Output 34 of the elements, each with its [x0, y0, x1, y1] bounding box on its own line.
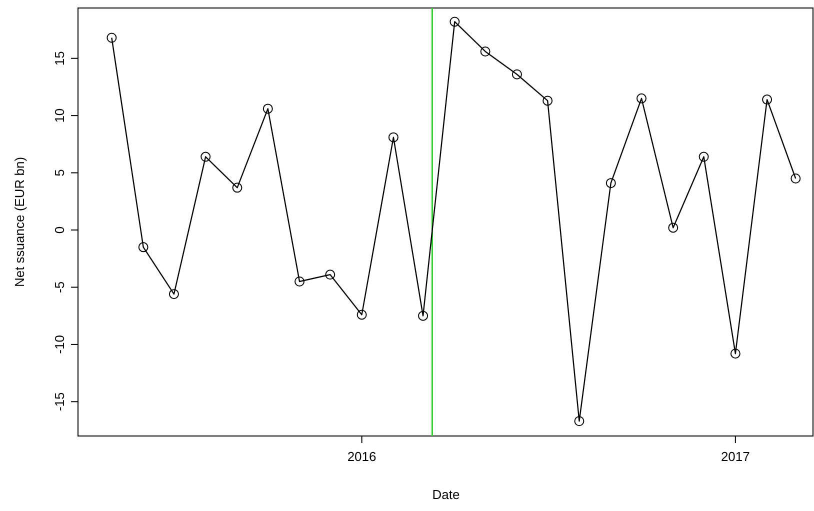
point: [790, 174, 801, 184]
point: [294, 276, 305, 287]
point: [668, 222, 678, 233]
point: [512, 69, 522, 80]
y-tick-label: 10: [52, 108, 67, 123]
point: [730, 348, 740, 359]
point: [356, 310, 367, 320]
point: [106, 32, 117, 43]
point: [232, 182, 242, 193]
y-tick-label: 0: [52, 226, 67, 234]
y-tick-label: 5: [52, 169, 67, 176]
point: [450, 16, 460, 27]
point: [200, 152, 211, 162]
y-tick-label: 15: [52, 51, 67, 66]
y-axis-title: Net ssuance (EUR bn): [12, 156, 27, 288]
point: [325, 270, 336, 280]
point: [542, 96, 553, 106]
point: [698, 152, 709, 162]
x-tick-label: 2016: [347, 449, 376, 464]
x-tick-label: 2017: [720, 449, 750, 464]
point: [574, 416, 584, 426]
y-tick-label: -15: [52, 392, 67, 412]
y-tick-label: -10: [52, 335, 67, 354]
point: [388, 132, 398, 142]
point: [762, 94, 772, 105]
point: [636, 93, 646, 104]
point: [480, 46, 490, 56]
y-tick-label: -5: [52, 281, 67, 294]
point: [262, 104, 273, 114]
point: [168, 289, 179, 300]
point: [138, 242, 148, 252]
point: [418, 310, 428, 321]
point: [606, 178, 616, 188]
x-axis-title: Date: [432, 487, 460, 502]
